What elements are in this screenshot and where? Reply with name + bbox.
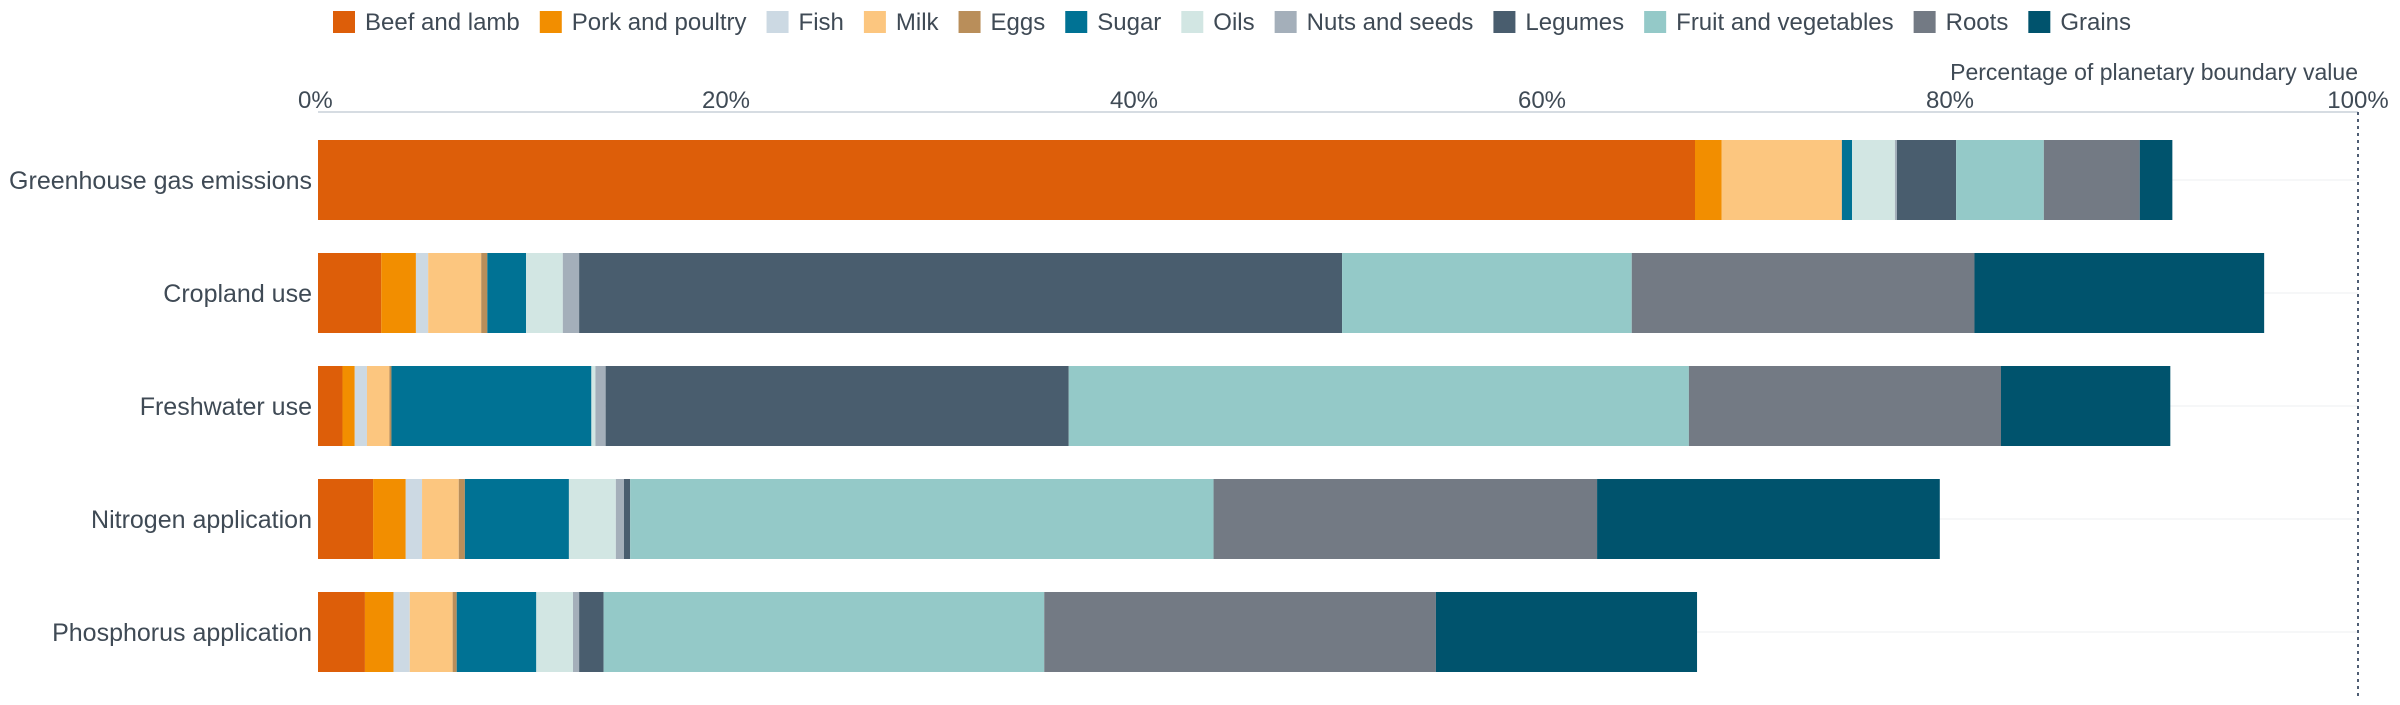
bar-freshwater-use-sugar [391,366,592,446]
legend-swatch-legumes [1493,11,1516,33]
bar-nitrogen-application-nuts-and-seeds [615,479,624,559]
bar-phosphorus-application-fish [393,592,410,672]
legend-label-pork-and-poultry: Pork and poultry [572,9,747,36]
bar-phosphorus-application-nuts-and-seeds [573,592,580,672]
category-label-freshwater-use: Freshwater use [140,393,312,421]
bar-freshwater-use-nuts-and-seeds [595,366,606,446]
legend-swatch-oils [1181,11,1204,33]
bar-freshwater-use-eggs [389,366,392,446]
x-tick-label-100-5: 100% [2327,87,2388,114]
bar-phosphorus-application-milk [409,592,453,672]
bar-nitrogen-application-pork-and-poultry [373,479,406,559]
bar-greenhouse-gas-emissions-legumes [1896,140,1957,220]
bar-phosphorus-application-pork-and-poultry [364,592,394,672]
legend-label-oils: Oils [1213,9,1254,36]
category-label-cropland-use: Cropland use [163,280,312,308]
bar-phosphorus-application-grains [1435,592,1698,672]
bar-nitrogen-application-milk [422,479,459,559]
bar-freshwater-use-milk [366,366,390,446]
legend-swatch-beef-and-lamb [333,11,355,33]
bar-freshwater-use-fish [354,366,367,446]
bar-freshwater-use-fruit-and-vegetables [1068,366,1689,446]
bar-cropland-use-milk [428,253,482,333]
bar-nitrogen-application-roots [1213,479,1598,559]
bar-greenhouse-gas-emissions-milk [1721,140,1842,220]
category-label-greenhouse-gas-emissions: Greenhouse gas emissions [9,167,312,195]
legend-label-eggs: Eggs [991,9,1046,36]
legend-swatch-nuts-and-seeds [1274,11,1297,33]
bar-greenhouse-gas-emissions-sugar [1841,140,1853,220]
bar-phosphorus-application-oils [536,592,573,672]
legend-label-nuts-and-seeds: Nuts and seeds [1307,9,1474,36]
bar-greenhouse-gas-emissions-oils [1852,140,1895,220]
legend-label-grains: Grains [2060,9,2131,36]
x-tick-label-80-4: 80% [1926,87,1974,114]
legend-label-roots: Roots [1946,9,2009,36]
legend-label-milk: Milk [896,9,940,36]
bar-nitrogen-application-eggs [458,479,465,559]
x-tick-label-0-0: 0% [298,87,333,114]
bar-freshwater-use-roots [1688,366,2001,446]
bar-phosphorus-application-roots [1044,592,1436,672]
legend-swatch-sugar [1065,11,1088,33]
bar-cropland-use-sugar [487,253,527,333]
legend-label-beef-and-lamb: Beef and lamb [365,9,520,36]
bar-freshwater-use-beef-and-lamb [318,366,343,446]
bar-nitrogen-application-oils [568,479,616,559]
bar-nitrogen-application-grains [1597,479,1940,559]
legend-swatch-fruit-and-vegetables [1644,11,1667,33]
bar-cropland-use-pork-and-poultry [381,253,416,333]
bar-cropland-use-oils [526,253,563,333]
x-tick-label-60-3: 60% [1518,87,1566,114]
bar-phosphorus-application-fruit-and-vegetables [603,592,1045,672]
bar-phosphorus-application-eggs [452,592,457,672]
legend-swatch-fish [766,11,789,33]
bar-nitrogen-application-fruit-and-vegetables [630,479,1214,559]
x-tick-label-40-2: 40% [1110,87,1158,114]
bar-cropland-use-eggs [481,253,488,333]
bar-greenhouse-gas-emissions-nuts-and-seeds [1894,140,1897,220]
bar-nitrogen-application-legumes [624,479,631,559]
legend-label-sugar: Sugar [1097,9,1161,36]
bar-phosphorus-application-legumes [579,592,604,672]
bar-phosphorus-application-beef-and-lamb [318,592,365,672]
bar-greenhouse-gas-emissions-fruit-and-vegetables [1956,140,2044,220]
bar-cropland-use-roots [1631,253,1975,333]
x-tick-label-20-1: 20% [702,87,750,114]
bar-nitrogen-application-beef-and-lamb [318,479,374,559]
bar-cropland-use-nuts-and-seeds [562,253,580,333]
bar-cropland-use-grains [1974,253,2265,333]
legend-swatch-milk [863,11,886,33]
bar-nitrogen-application-sugar [464,479,569,559]
bar-phosphorus-application-sugar [456,592,537,672]
legend-label-legumes: Legumes [1525,9,1624,36]
bar-greenhouse-gas-emissions-pork-and-poultry [1695,140,1722,220]
bar-freshwater-use-grains [2001,366,2171,446]
legend-swatch-eggs [958,11,981,33]
bar-cropland-use-fruit-and-vegetables [1342,253,1632,333]
legend-swatch-grains [2028,11,2051,33]
bar-freshwater-use-oils [591,366,596,446]
legend-label-fish: Fish [799,9,844,36]
legend-label-fruit-and-vegetables: Fruit and vegetables [1676,9,1893,36]
bar-greenhouse-gas-emissions-roots [2043,140,2140,220]
category-label-phosphorus-application: Phosphorus application [52,619,312,647]
legend-swatch-roots [1913,11,1936,33]
legend-swatch-pork-and-poultry [539,11,562,33]
bar-freshwater-use-legumes [605,366,1069,446]
axis-title: Percentage of planetary boundary value [1950,59,2358,85]
bar-cropland-use-legumes [579,253,1343,333]
category-label-nitrogen-application: Nitrogen application [91,506,312,534]
bar-greenhouse-gas-emissions-grains [2139,140,2173,220]
bar-cropland-use-fish [415,253,429,333]
bar-nitrogen-application-fish [405,479,423,559]
bar-cropland-use-beef-and-lamb [318,253,382,333]
bar-freshwater-use-pork-and-poultry [342,366,355,446]
bar-greenhouse-gas-emissions-beef-and-lamb [318,140,1695,220]
